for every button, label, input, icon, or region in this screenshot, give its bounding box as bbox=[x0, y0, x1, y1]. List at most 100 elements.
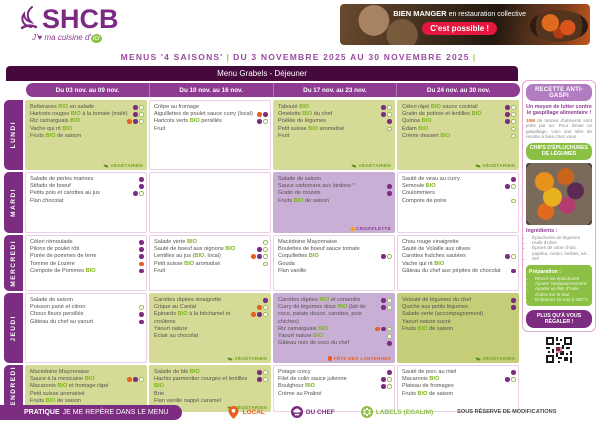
egalim-badge-icon bbox=[387, 254, 392, 259]
menu-item: Gratin de crozets bbox=[278, 190, 392, 197]
ingredients-list: Épluchures de légumesHuile d'oliveÉpices… bbox=[526, 235, 592, 262]
menu-item: Carottes râpées BIO et coriandre bbox=[278, 297, 392, 304]
menu-item: Epinards BIO à la béchamel et croûtons bbox=[154, 311, 268, 325]
chef-badge-icon bbox=[381, 298, 386, 303]
chef-badge-icon bbox=[387, 370, 392, 375]
local-badge-icon bbox=[375, 326, 380, 332]
menu-item: Vache qui rit BIO bbox=[30, 126, 144, 133]
week-header-2: Du 10 nov. au 16 nov. bbox=[150, 83, 274, 97]
day-tab-mercredi: MERCREDI bbox=[4, 235, 23, 291]
menu-item-text: Stifado de boeuf bbox=[30, 183, 71, 190]
menu-item-text: Fruit bbox=[154, 125, 166, 132]
menu-item-text: Fruits BIO de saison bbox=[402, 325, 453, 332]
chef-badge-icon bbox=[381, 105, 386, 110]
menu-item: Fruit bbox=[154, 268, 268, 275]
cell-tag-lanternes: FÊTE DES LANTERNES bbox=[328, 356, 391, 361]
menu-item-text: Gratin de potiron et lentilles BIO bbox=[402, 111, 482, 118]
menu-item-text: Coulommiers bbox=[402, 190, 435, 197]
egalim-badge-icon bbox=[387, 326, 392, 332]
day-label: JEUDI bbox=[10, 314, 17, 342]
menu-item-text: Macédoine Mayonnaise bbox=[278, 239, 338, 245]
menu-item: Gâteau du chef au yaourt bbox=[30, 319, 144, 326]
menu-item-text: Aiguillettes de poulet sauce curry (loca… bbox=[154, 111, 253, 118]
chef-badge-icon bbox=[381, 326, 386, 332]
menu-item-text: Sauté de veau au curry bbox=[402, 176, 460, 182]
egalim-badge-icon bbox=[387, 377, 392, 382]
banner-text: BIEN MANGER en restauration collective bbox=[393, 9, 526, 18]
local-icon bbox=[228, 405, 239, 419]
menu-item-text: Flan vanille nappé caramel bbox=[154, 397, 221, 404]
egalim-badge-icon bbox=[139, 119, 144, 124]
menu-item-text: Lentilles au jus (BIO, local) bbox=[154, 253, 221, 260]
shcb-swoosh-icon bbox=[20, 6, 38, 30]
chef-badge-icon bbox=[257, 247, 262, 252]
menu-item-text: Curry de légumes doux BIO (lait de coco,… bbox=[278, 304, 366, 325]
menu-item: Hachis parmentier courges et lentilles B… bbox=[154, 376, 268, 390]
menu-item: Compote de Pommes BIO bbox=[30, 268, 144, 275]
menu-cell-lundi-week3: Taboulé BIO Omelette BIO du chef Poêlée de… bbox=[273, 100, 395, 170]
menu-item: Carottes fraîches sautées bbox=[402, 253, 516, 260]
tagline-ici-badge: ici bbox=[90, 34, 102, 43]
logo-tagline: J'♥ ma cuisine d' ici bbox=[32, 33, 102, 43]
promo-banner: BIEN MANGER en restauration collective C… bbox=[340, 4, 590, 45]
menu-item-text: Salade verte BIO bbox=[154, 239, 197, 245]
cell-tag-vegetarien: VÉGÉTARIEN bbox=[475, 162, 515, 169]
menu-cell-jeudi-week3: Carottes râpées BIO et coriandre Curry de… bbox=[273, 293, 395, 363]
preparation-label: Préparation : bbox=[529, 268, 561, 275]
menu-item-text: Riz camarguais BIO bbox=[278, 325, 329, 332]
ingredient-item: Épluchures de légumes bbox=[532, 235, 592, 240]
menu-item: Petit suisse BIO aromatisé bbox=[154, 261, 268, 268]
lantern-icon bbox=[328, 356, 332, 361]
menu-cell-mardi-week2 bbox=[149, 172, 271, 233]
chef-badge-icon bbox=[263, 112, 268, 117]
menu-item: Tomme de Lozère bbox=[30, 261, 144, 268]
menu-item: Curry de légumes doux BIO (lait de coco,… bbox=[278, 304, 392, 326]
recipe-card: RECETTE ANTI-GASPI Un moyen de lutter co… bbox=[522, 80, 596, 332]
chef-badge-icon bbox=[139, 312, 144, 317]
menu-item: Brie bbox=[154, 391, 268, 398]
menu-cell-mercredi-week2: Salade verte BIO Sauté de boeuf aux oigno… bbox=[149, 235, 271, 291]
menu-item: Macaronis BIO et fromage râpé bbox=[30, 383, 144, 390]
menu-item-text: Petit suisse BIO aromatisé bbox=[278, 125, 345, 132]
menu-cell-mardi-week3: Salade de saison Sauce carbonara aux lard… bbox=[273, 172, 395, 233]
menu-cell-vendredi-week2: Salade de blé BIO Hachis parmentier courg… bbox=[149, 365, 271, 412]
menu-item-text: Petit suisse aromatisé bbox=[30, 390, 85, 397]
menu-item: Petits pois et carottes au jus bbox=[30, 190, 144, 197]
menu-item: Sauté de porc au miel bbox=[402, 369, 516, 376]
chef-badge-icon bbox=[139, 319, 144, 325]
menu-item: Salade de saison bbox=[30, 297, 144, 304]
menu-item: Flan chocolat bbox=[30, 198, 144, 205]
menu-item: Poisson pané et citron bbox=[30, 304, 144, 311]
chef-badge-icon bbox=[133, 112, 138, 117]
menu-item-text: Boulettes de boeuf sauce tomate bbox=[278, 246, 360, 253]
day-label: LUNDI bbox=[10, 121, 17, 149]
week-header: Du 03 nov. au 09 nov. Du 10 nov. au 16 no… bbox=[26, 83, 520, 97]
menu-item-text: Choux fleurs persillés bbox=[30, 311, 84, 318]
shcb-logo: SHCB J'♥ ma cuisine d' ici bbox=[18, 6, 168, 43]
menu-item: Choux fleurs persillés bbox=[30, 311, 144, 318]
menu-item: Velouté de légumes du chef bbox=[402, 297, 516, 304]
egalim-badge-icon bbox=[511, 105, 516, 110]
day-tab-mardi: MARDI bbox=[4, 172, 23, 233]
chef-badge-icon bbox=[257, 119, 262, 124]
chef-badge-icon bbox=[133, 191, 138, 196]
menu-item: Fruits BIO de saison bbox=[30, 398, 144, 405]
menu-item: Crêpe au fromage bbox=[154, 104, 268, 111]
menu-item: Céleri râpé BIO sauce cocktail bbox=[402, 104, 516, 111]
day-label: MARDI bbox=[10, 188, 17, 217]
croziflette-icon bbox=[349, 226, 355, 231]
local-badge-icon bbox=[127, 377, 132, 382]
chef-badge-icon bbox=[263, 298, 268, 303]
day-tab-jeudi: JEUDI bbox=[4, 293, 23, 363]
menu-item-text: Quiche aux petits légumes bbox=[402, 304, 468, 311]
menu-cell-lundi-week4: Céleri râpé BIO sauce cocktail Gratin de … bbox=[397, 100, 519, 170]
menu-item-text: Gouda bbox=[278, 260, 295, 267]
labels-icon bbox=[360, 406, 373, 418]
egalim-badge-icon bbox=[139, 112, 144, 117]
leaf-icon bbox=[475, 355, 482, 362]
menu-item: Flan vanille bbox=[278, 268, 392, 275]
menu-item-text: Compote de poire bbox=[402, 197, 447, 204]
local-badge-icon bbox=[139, 261, 144, 267]
menu-item-text: Salade de saison bbox=[30, 297, 73, 303]
